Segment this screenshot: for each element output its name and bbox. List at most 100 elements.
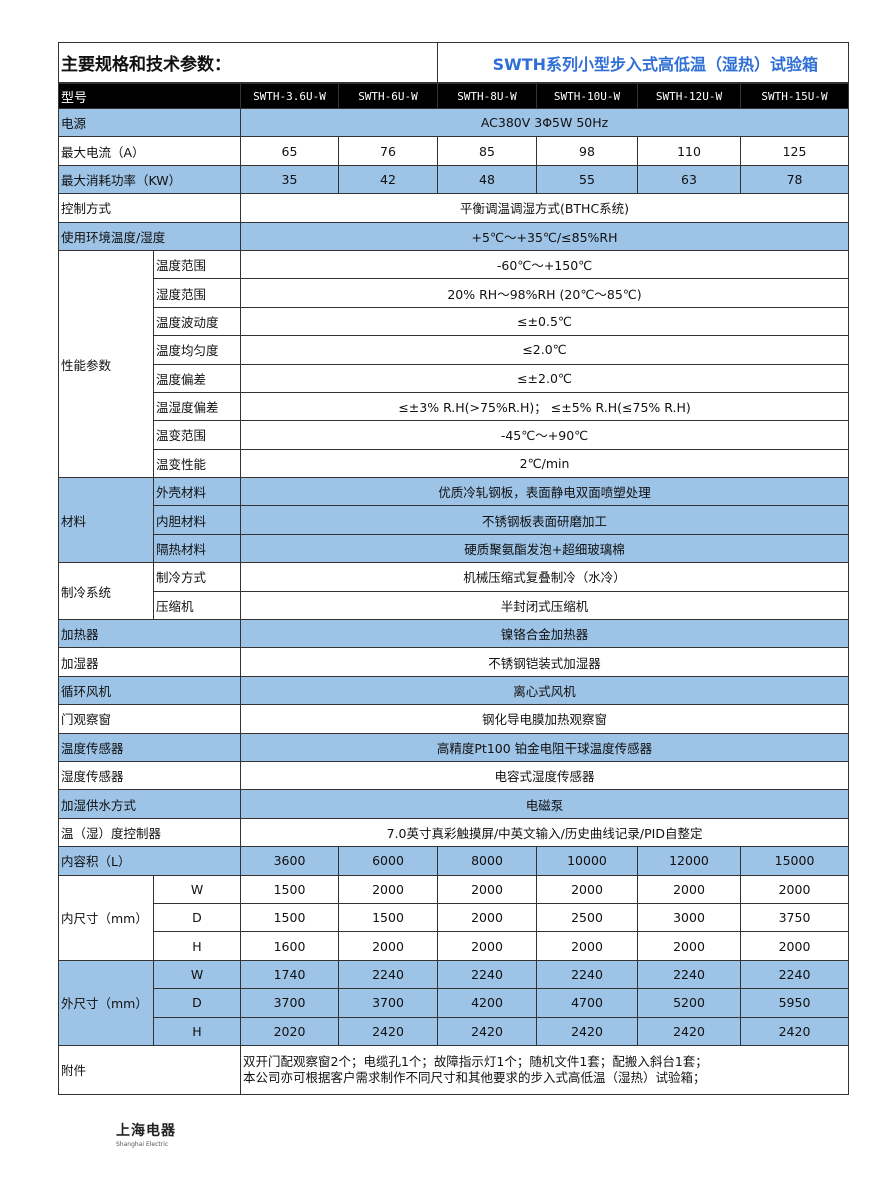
table-row: H 2020 2420 2420 2420 2420 2420 [59, 1016, 850, 1046]
attachment-value: 双开门配观察窗2个；电缆孔1个；故障指示灯1个；随机文件1套；配搬入斜台1套；本… [239, 1044, 850, 1095]
group-label: 内尺寸（mm） [58, 874, 154, 961]
sub-label: 温变性能 [153, 448, 241, 479]
title-row: 主要规格和技术参数： SWTH系列小型步入式高低温（湿热）试验箱 [58, 42, 850, 84]
value-cell: 2000 [637, 931, 741, 961]
value-cell: 2000 [536, 874, 638, 904]
value-cell: ≤±0.5℃ [239, 306, 850, 337]
group-label: 性能参数 [58, 249, 154, 479]
sub-label: 隔热材料 [153, 533, 241, 564]
model-name: SWTH-15U-W [739, 82, 850, 109]
table-row: D 3700 3700 4200 4700 5200 5950 [59, 988, 850, 1018]
value-cell: 2240 [739, 959, 850, 990]
table-row: H 1600 2000 2000 2000 2000 2000 [59, 931, 850, 961]
series-title: SWTH系列小型步入式高低温（湿热）试验箱 [436, 42, 850, 84]
table-row: 内尺寸（mm） W 1500 2000 2000 2000 2000 2000 [58, 874, 850, 961]
row-label: 使用环境温度/湿度 [58, 221, 241, 251]
value-cell: 110 [637, 136, 741, 166]
value-cell: 2000 [338, 931, 438, 961]
value-cell: ≤±3% R.H(>75%R.H)； ≤±5% R.H(≤75% R.H) [239, 391, 850, 422]
value-cell: 6000 [338, 846, 438, 876]
value-cell: 15000 [739, 846, 850, 876]
value-cell: 2000 [536, 931, 638, 961]
value-cell: 2000 [437, 902, 537, 933]
value-cell: AC380V 3Φ5W 50Hz [239, 107, 850, 138]
table-row: 使用环境温度/湿度 +5℃～+35℃/≤85%RH [58, 221, 850, 251]
sub-label: 湿度范围 [153, 278, 241, 308]
table-row: 门观察窗 钢化导电膜加热观察窗 [58, 704, 850, 734]
attachment-line: 本公司亦可根据客户需求制作不同尺寸和其他要求的步入式高低温（湿热）试验箱； [243, 1069, 706, 1085]
value-cell: 2000 [739, 874, 850, 904]
row-label: 温（湿）度控制器 [58, 817, 241, 848]
sub-label: H [153, 1016, 241, 1046]
table-row: 最大电流（A） 65 76 85 98 110 125 [58, 136, 850, 166]
sub-label: W [153, 959, 241, 990]
value-cell: ≤±2.0℃ [239, 363, 850, 393]
table-row: 压缩机 半封闭式压缩机 [59, 590, 850, 621]
group-label: 外尺寸（mm） [58, 959, 154, 1046]
sub-label: 制冷方式 [153, 562, 241, 592]
group-label: 制冷系统 [58, 562, 154, 621]
sub-label: D [153, 902, 241, 933]
value-cell: 85 [437, 136, 537, 166]
row-label: 循环风机 [58, 675, 241, 706]
value-cell: 48 [437, 164, 537, 195]
value-cell: 63 [637, 164, 741, 195]
value-cell: 2240 [338, 959, 438, 990]
value-cell: 1600 [240, 931, 339, 961]
value-cell: 硬质聚氨酯发泡+超细玻璃棉 [239, 533, 850, 564]
sub-label: D [153, 988, 241, 1018]
value-cell: 98 [536, 136, 638, 166]
table-row: 内胆材料 不锈钢板表面研磨加工 [59, 505, 850, 535]
value-cell: 3600 [240, 846, 339, 876]
value-cell: 1500 [240, 902, 339, 933]
value-cell: 5200 [637, 988, 741, 1018]
table-row: 温变范围 -45℃～+90℃ [59, 420, 850, 450]
row-label: 湿度传感器 [58, 760, 241, 791]
sub-label: 温湿度偏差 [153, 391, 241, 422]
logo-cn: 上海电器 [116, 1123, 176, 1139]
table-row: 电源 AC380V 3Φ5W 50Hz [58, 107, 850, 138]
value-cell: 2500 [536, 902, 638, 933]
value-cell: 55 [536, 164, 638, 195]
value-cell: 65 [240, 136, 339, 166]
page-title: 主要规格和技术参数： [58, 42, 438, 84]
value-cell: 42 [338, 164, 438, 195]
value-cell: 3000 [637, 902, 741, 933]
value-cell: 35 [240, 164, 339, 195]
value-cell: 离心式风机 [239, 675, 850, 706]
table-row: 制冷系统 制冷方式 机械压缩式复叠制冷（水冷） [58, 562, 850, 621]
table-row: 温湿度偏差 ≤±3% R.H(>75%R.H)； ≤±5% R.H(≤75% R.… [59, 391, 850, 422]
value-cell: 机械压缩式复叠制冷（水冷） [239, 562, 850, 592]
row-label: 门观察窗 [58, 704, 241, 734]
table-row: 温变性能 2℃/min [59, 448, 850, 479]
table-row: 控制方式 平衡调温调湿方式(BTHC系统) [58, 193, 850, 223]
logo-en: Shanghai Electric [116, 1141, 169, 1148]
value-cell: 2420 [437, 1016, 537, 1046]
value-cell: 2420 [739, 1016, 850, 1046]
value-cell: 2240 [536, 959, 638, 990]
model-header-row: 型号 SWTH-3.6U-W SWTH-6U-W SWTH-8U-W SWTH-… [58, 82, 850, 109]
value-cell: 4700 [536, 988, 638, 1018]
table-row: 湿度范围 20% RH～98%RH (20℃～85℃) [59, 278, 850, 308]
value-cell: 76 [338, 136, 438, 166]
sub-label: 温度偏差 [153, 363, 241, 393]
value-cell: 2420 [637, 1016, 741, 1046]
attachment-row: 附件 双开门配观察窗2个；电缆孔1个；故障指示灯1个；随机文件1套；配搬入斜台1套… [58, 1044, 850, 1095]
row-label: 内容积（L） [58, 846, 241, 876]
sub-label: 压缩机 [153, 590, 241, 621]
value-cell: 2000 [637, 874, 741, 904]
value-cell: 2℃/min [239, 448, 850, 479]
table-row: 最大消耗功率（KW） 35 42 48 55 63 78 [58, 164, 850, 195]
table-row: 加湿器 不锈钢铠装式加湿器 [58, 647, 850, 677]
value-cell: 2420 [338, 1016, 438, 1046]
value-cell: 镍铬合金加热器 [239, 619, 850, 649]
value-cell: 平衡调温调湿方式(BTHC系统) [239, 193, 850, 223]
value-cell: 4200 [437, 988, 537, 1018]
sub-label: 温度范围 [153, 249, 241, 280]
table-row: 温度传感器 高精度Pt100 铂金电阻干球温度传感器 [58, 732, 850, 762]
sub-label: 温变范围 [153, 420, 241, 450]
row-label: 最大电流（A） [58, 136, 241, 166]
sub-label: 温度波动度 [153, 306, 241, 337]
value-cell: +5℃～+35℃/≤85%RH [239, 221, 850, 251]
value-cell: 电磁泵 [239, 789, 850, 819]
